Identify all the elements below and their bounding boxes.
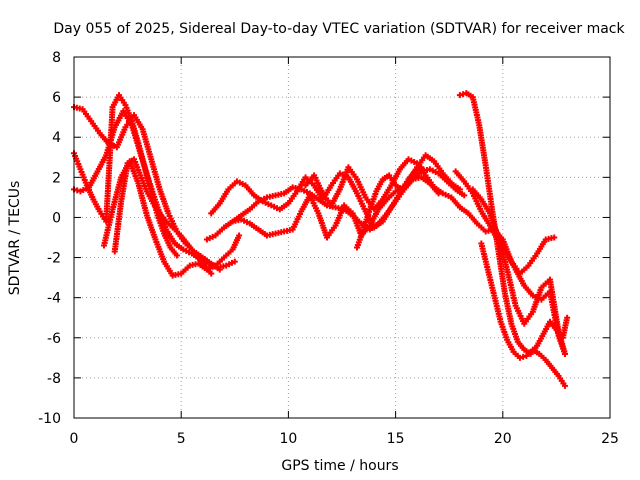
- x-tick-labels: 0 5 10 15 20 25: [70, 431, 619, 447]
- data-point: [516, 354, 523, 361]
- series-trace-12: [469, 186, 568, 357]
- data-point: [173, 252, 180, 259]
- data-point: [456, 186, 463, 193]
- series-trace-14: [354, 164, 425, 251]
- y-tick-label: 0: [52, 210, 61, 226]
- y-tick-label: -10: [38, 411, 61, 427]
- y-tick-label: 6: [52, 90, 61, 106]
- x-tick-label: 20: [494, 431, 512, 447]
- series-trace-9: [302, 156, 558, 277]
- data-point: [551, 234, 558, 241]
- y-tick-label: -4: [47, 291, 61, 307]
- y-tick-label: -8: [47, 371, 61, 387]
- data-point: [561, 382, 568, 389]
- series-trace-4: [101, 158, 243, 279]
- data-point: [456, 92, 463, 99]
- x-tick-label: 10: [279, 431, 297, 447]
- y-tick-label: -2: [47, 251, 61, 267]
- y-tick-labels: -10 -8 -6 -4 -2 0 2 4 6 8: [38, 50, 61, 427]
- x-tick-label: 15: [387, 431, 405, 447]
- series-trace-7: [208, 152, 463, 231]
- data-point-fill: [520, 353, 527, 360]
- data-point: [418, 164, 425, 171]
- series-trace-5: [111, 156, 215, 277]
- data-point-fill: [74, 187, 81, 194]
- series-trace-13: [478, 240, 568, 389]
- y-tick-label: 8: [52, 50, 61, 66]
- y-tick-label: -6: [47, 331, 61, 347]
- series-trace-3: [71, 108, 238, 271]
- data-points: [71, 90, 571, 389]
- x-axis-title: GPS time / hours: [281, 458, 398, 474]
- x-tick-label: 0: [70, 431, 79, 447]
- plot-border: [73, 56, 611, 419]
- data-point: [208, 270, 215, 277]
- y-tick-label: 2: [52, 170, 61, 186]
- y-axis-title: SDTVAR / TECUs: [7, 181, 23, 296]
- data-point: [561, 350, 568, 357]
- data-point: [236, 232, 243, 239]
- data-point: [461, 192, 468, 199]
- chart-title: Day 055 of 2025, Sidereal Day-to-day VTE…: [53, 21, 625, 37]
- data-point: [231, 258, 238, 265]
- x-tick-label: 5: [177, 431, 186, 447]
- data-point: [564, 314, 571, 321]
- x-tick-label: 25: [601, 431, 619, 447]
- data-point-fill: [460, 91, 467, 98]
- y-tick-label: 4: [52, 130, 61, 146]
